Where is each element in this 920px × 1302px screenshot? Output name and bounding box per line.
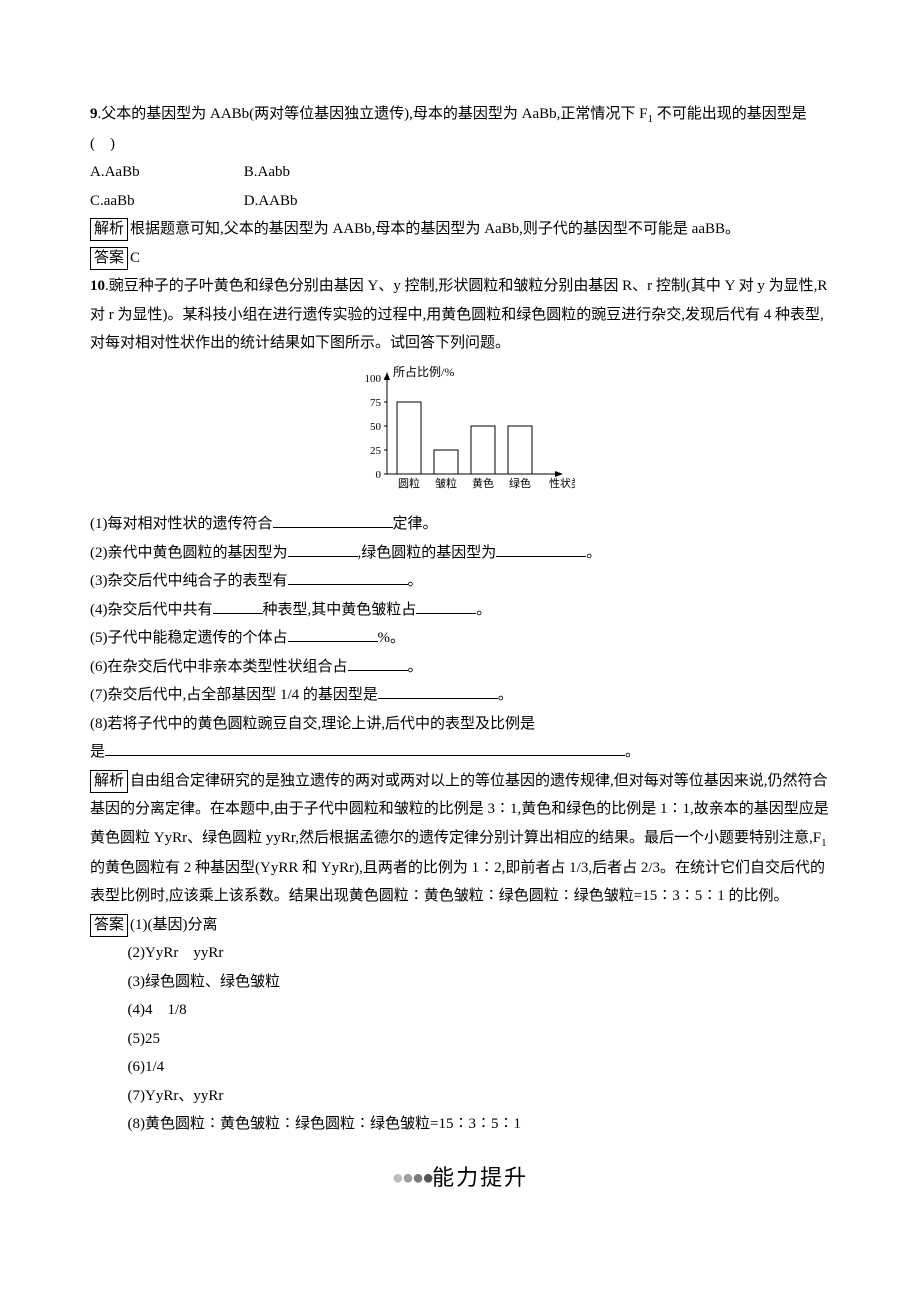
blank bbox=[378, 683, 498, 699]
q9-optA: A.AaBb bbox=[90, 158, 240, 187]
svg-text:75: 75 bbox=[370, 397, 382, 409]
q10-answer-3: (3)绿色圆粒、绿色皱粒 bbox=[90, 968, 830, 997]
svg-text:皱粒: 皱粒 bbox=[435, 476, 457, 490]
q10-s5: (5)子代中能稳定遗传的个体占%。 bbox=[90, 624, 830, 653]
q10-stem: 10.豌豆种子的子叶黄色和绿色分别由基因 Y、y 控制,形状圆粒和皱粒分别由基因… bbox=[90, 272, 830, 358]
q9-options-row2: C.aaBb D.AABb bbox=[90, 187, 830, 216]
q10-answer-1: 答案(1)(基因)分离 bbox=[90, 911, 830, 940]
svg-text:所占比例/%: 所占比例/% bbox=[393, 364, 454, 379]
q10-number: 10 bbox=[90, 278, 105, 294]
blank bbox=[288, 569, 408, 585]
answer-label: 答案 bbox=[90, 914, 128, 937]
svg-text:50: 50 bbox=[370, 421, 382, 433]
blank bbox=[105, 740, 625, 756]
q10-s4: (4)杂交后代中共有种表型,其中黄色皱粒占。 bbox=[90, 596, 830, 625]
svg-text:性状类型: 性状类型 bbox=[549, 476, 575, 490]
q10-answer-5: (5)25 bbox=[90, 1025, 830, 1054]
svg-text:0: 0 bbox=[376, 469, 382, 481]
q10-analysis: 解析自由组合定律研究的是独立遗传的两对或两对以上的等位基因的遗传规律,但对每对等… bbox=[90, 767, 830, 911]
blank bbox=[213, 598, 263, 614]
blank bbox=[348, 655, 408, 671]
svg-text:圆粒: 圆粒 bbox=[398, 476, 420, 490]
q9-number: 9 bbox=[90, 106, 98, 122]
q10-s2: (2)亲代中黄色圆粒的基因型为,绿色圆粒的基因型为。 bbox=[90, 539, 830, 568]
q10-s3: (3)杂交后代中纯合子的表型有。 bbox=[90, 567, 830, 596]
q9-options-row1: A.AaBb B.Aabb bbox=[90, 158, 830, 187]
q10-answer-4: (4)4 1/8 bbox=[90, 996, 830, 1025]
svg-text:绿色: 绿色 bbox=[509, 476, 531, 490]
blank bbox=[496, 541, 586, 557]
q10-answer-7: (7)YyRr、yyRr bbox=[90, 1082, 830, 1111]
q10-s6: (6)在杂交后代中非亲本类型性状组合占。 bbox=[90, 653, 830, 682]
blank bbox=[273, 512, 393, 528]
blank bbox=[416, 598, 476, 614]
section-banner: ●●●●能力提升 bbox=[90, 1157, 830, 1199]
q9-optC: C.aaBb bbox=[90, 187, 240, 216]
q10-answer-2: (2)YyRr yyRr bbox=[90, 939, 830, 968]
q9-optB: B.Aabb bbox=[244, 158, 290, 187]
q10-answer-6: (6)1/4 bbox=[90, 1053, 830, 1082]
q9-answer: 答案C bbox=[90, 244, 830, 273]
banner-dots: ●●●● bbox=[392, 1167, 432, 1189]
svg-text:100: 100 bbox=[365, 373, 382, 385]
banner-text: 能力提升 bbox=[432, 1165, 528, 1190]
q9-stem: 9.父本的基因型为 AABb(两对等位基因独立遗传),母本的基因型为 AaBb,… bbox=[90, 100, 830, 158]
q9-optD: D.AABb bbox=[244, 187, 298, 216]
q10-answer-8: (8)黄色圆粒∶黄色皱粒∶绿色圆粒∶绿色皱粒=15∶3∶5∶1 bbox=[90, 1110, 830, 1139]
q10-s1: (1)每对相对性状的遗传符合定律。 bbox=[90, 510, 830, 539]
q10-chart: 0 25 50 75 100 所占比例/% 圆粒 皱粒 黄色 绿色 性状类型 bbox=[90, 364, 830, 505]
blank bbox=[288, 541, 358, 557]
svg-text:25: 25 bbox=[370, 445, 382, 457]
analysis-label: 解析 bbox=[90, 218, 128, 241]
answer-label: 答案 bbox=[90, 247, 128, 270]
q10-s8: (8)若将子代中的黄色圆粒豌豆自交,理论上讲,后代中的表型及比例是是。 bbox=[90, 710, 830, 767]
analysis-label: 解析 bbox=[90, 770, 128, 793]
svg-text:黄色: 黄色 bbox=[472, 476, 494, 490]
blank bbox=[288, 626, 378, 642]
bar-chart: 0 25 50 75 100 所占比例/% 圆粒 皱粒 黄色 绿色 性状类型 bbox=[345, 364, 575, 494]
q10-s7: (7)杂交后代中,占全部基因型 1/4 的基因型是。 bbox=[90, 681, 830, 710]
q9-analysis: 解析根据题意可知,父本的基因型为 AABb,母本的基因型为 AaBb,则子代的基… bbox=[90, 215, 830, 244]
